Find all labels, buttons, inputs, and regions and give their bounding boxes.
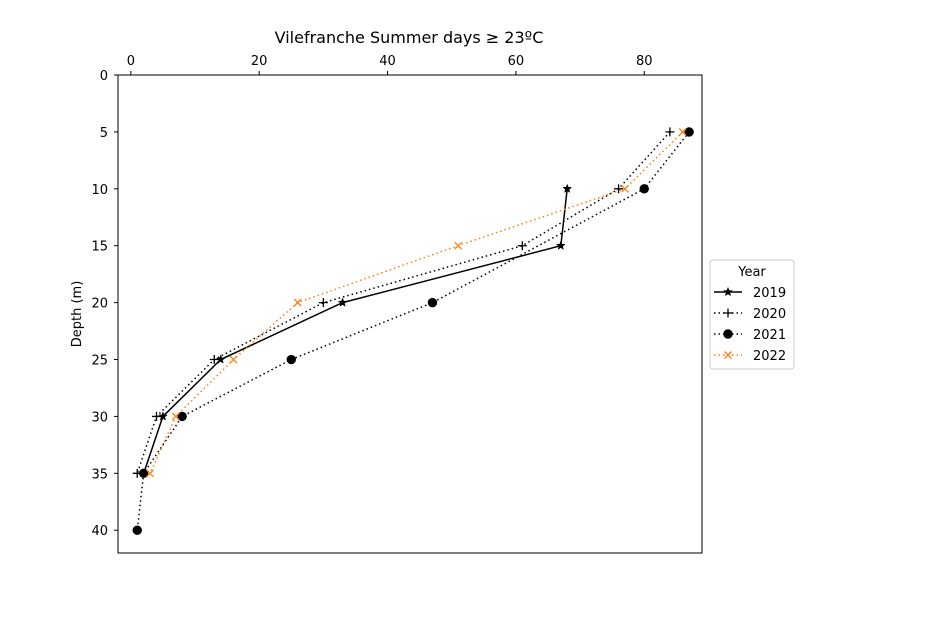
x-tick-label: 20 [251,54,268,69]
data-point-2020 [209,355,219,365]
data-point-2021 [639,184,649,194]
legend-marker-2021 [723,329,733,339]
legend-label-2022: 2022 [753,349,786,364]
chart-title: Vilefranche Summer days ≥ 23ºC [275,28,544,47]
legend-label-2019: 2019 [753,286,786,301]
data-point-2022 [229,355,238,364]
data-point-2022 [293,298,302,307]
legend-marker-2022 [724,351,732,359]
series-line-2021 [136,131,690,531]
data-point-2022 [146,469,155,478]
y-tick-label: 35 [91,467,108,482]
data-point-2020 [665,127,675,137]
x-tick-label: 0 [127,54,135,69]
legend-marker-2019 [723,286,733,297]
series-line-2019 [142,188,568,474]
series-line-2022 [149,131,684,474]
legend-marker-2020 [723,308,733,318]
series-2020 [132,127,675,478]
data-point-2022 [678,127,687,136]
legend-entries: 2019 2020 2021 2022 [714,286,786,364]
y-tick-label: 30 [91,410,108,425]
series-2022 [146,127,687,478]
y-tick-label: 25 [91,354,108,369]
data-point-2019 [555,240,566,250]
data-point-2021 [286,354,296,365]
y-tick-label: 10 [91,183,108,198]
legend-entry-2022: 2022 [714,349,786,364]
y-tick-label: 40 [91,524,108,539]
legend-entry-2020: 2020 [714,307,786,322]
y-axis-label: Depth (m) [70,281,85,348]
y-axis: 0 5 10 15 20 25 30 35 40 [91,69,118,539]
legend-entry-2019: 2019 [714,286,786,301]
data-point-2020 [517,241,527,251]
data-point-2020 [318,298,328,308]
data-point-2021 [684,127,694,137]
data-point-2019 [215,354,226,364]
data-point-2021 [138,468,149,479]
y-tick-label: 15 [91,240,108,255]
series-2021 [132,127,694,535]
data-point-2021 [427,297,438,308]
data-point-2020 [614,184,624,194]
y-tick-label: 5 [100,126,108,141]
x-axis: 0 20 40 60 80 [127,54,653,75]
legend-label-2020: 2020 [753,307,786,322]
data-point-2022 [454,241,463,250]
data-point-2019 [562,183,573,194]
legend: Year 2019 2020 2021 2022 [709,259,795,370]
legend-box [709,259,795,370]
x-tick-label: 60 [508,54,525,69]
x-tick-label: 80 [636,54,653,69]
data-point-2022 [621,184,629,193]
series-line-2020 [136,131,671,474]
data-point-2021 [132,525,142,535]
plot-frame [117,74,703,554]
data-point-2019 [157,411,168,421]
series-layer [132,127,694,535]
series-2019 [138,183,573,478]
x-tick-label: 40 [379,54,396,69]
data-point-2021 [177,411,187,422]
legend-entry-2021: 2021 [714,328,786,343]
data-point-2022 [171,412,180,421]
legend-label-2021: 2021 [753,328,786,343]
y-tick-label: 0 [100,69,108,84]
data-point-2019 [337,297,348,307]
y-tick-label: 20 [91,297,108,312]
legend-title: Year [737,265,766,280]
data-point-2020 [152,411,162,421]
